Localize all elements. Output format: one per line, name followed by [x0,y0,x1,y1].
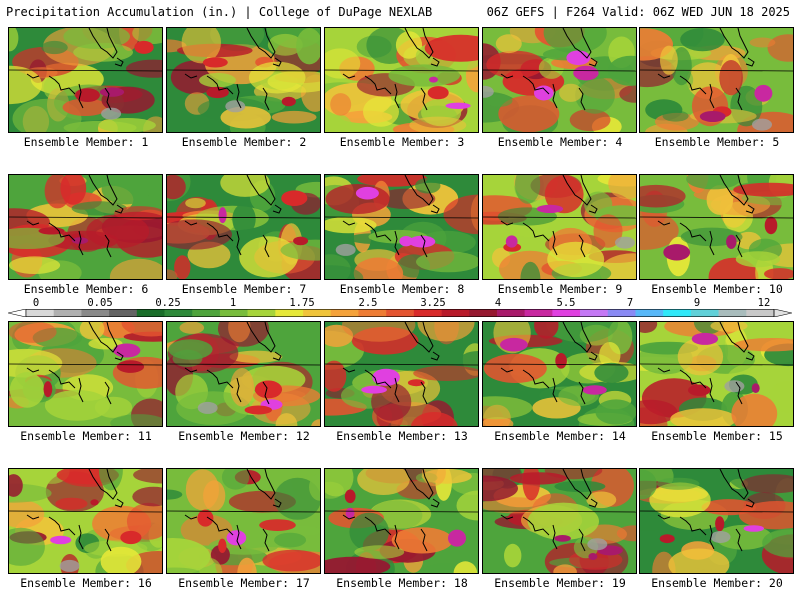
ensemble-member-label: Ensemble Member: 15 [651,429,783,443]
ensemble-member-map [8,321,163,427]
ensemble-member-label: Ensemble Member: 2 [181,135,307,149]
colorbar-swatch [358,309,387,317]
colorbar-min-arrow [8,309,27,317]
model-run-valid-time: 06Z GEFS | F264 Valid: 06Z WED JUN 18 20… [486,5,790,19]
ensemble-member-label: Ensemble Member: 20 [651,576,783,590]
colorbar-tick-label: 2.5 [358,297,378,309]
ensemble-member-label: Ensemble Member: 7 [181,282,307,296]
ensemble-member-label: Ensemble Member: 12 [178,429,310,443]
colorbar-swatch [524,309,553,317]
colorbar-swatch [718,309,747,317]
ensemble-member-map [166,27,321,133]
ensemble-member-label: Ensemble Member: 19 [494,576,626,590]
ensemble-member-label: Ensemble Member: 17 [178,576,310,590]
colorbar-swatch [164,309,193,317]
ensemble-member-map [639,468,794,574]
colorbar-swatch [496,309,525,317]
colorbar-tick-label: 4 [494,297,502,309]
colorbar-labels: 0 0.05 0.25 1 1.75 2.5 3.25 4 5.5 7 9 12 [0,297,800,309]
ensemble-member-map [639,321,794,427]
ensemble-member-map [324,27,479,133]
colorbar-tick-label: 3.25 [420,297,446,309]
ensemble-member-label: Ensemble Member: 11 [20,429,152,443]
ensemble-member-map [166,321,321,427]
colorbar-tick-label: 0 [32,297,40,309]
colorbar-swatch [386,309,415,317]
ensemble-member-map [482,27,637,133]
ensemble-member-map [8,174,163,280]
colorbar-swatch [275,309,304,317]
ensemble-member-map [8,468,163,574]
ensemble-member-label: Ensemble Member: 10 [651,282,783,296]
colorbar-swatch [690,309,719,317]
ensemble-member-map [324,468,479,574]
ensemble-member-label: Ensemble Member: 13 [336,429,468,443]
ensemble-member-label: Ensemble Member: 8 [339,282,465,296]
colorbar-swatch [53,309,82,317]
colorbar-swatch [607,309,636,317]
ensemble-member-map [166,174,321,280]
colorbar-swatch [635,309,664,317]
ensemble-member-label: Ensemble Member: 9 [497,282,623,296]
colorbar-swatch [136,309,165,317]
colorbar-max-arrow [773,309,792,317]
colorbar-swatch [663,309,692,317]
ensemble-member-map [482,321,637,427]
colorbar-tick-label: 7 [626,297,634,309]
ensemble-member-map [8,27,163,133]
ensemble-member-label: Ensemble Member: 6 [23,282,149,296]
ensemble-member-map [166,468,321,574]
colorbar-swatch [552,309,581,317]
colorbar-swatch [26,309,54,317]
map-header-title: Precipitation Accumulation (in.) | Colle… [6,5,433,19]
colorbar-swatch [580,309,609,317]
ensemble-member-label: Ensemble Member: 18 [336,576,468,590]
precipitation-colorbar [8,309,792,317]
colorbar-tick-label: 9 [693,297,701,309]
ensemble-member-map [482,174,637,280]
ensemble-member-label: Ensemble Member: 3 [339,135,465,149]
colorbar-swatch [469,309,498,317]
colorbar-swatch [746,309,775,317]
colorbar-swatch [81,309,110,317]
colorbar-tick-label: 1 [229,297,237,309]
colorbar-tick-label: 0.25 [155,297,181,309]
ensemble-member-label: Ensemble Member: 4 [497,135,623,149]
colorbar-tick-label: 5.5 [556,297,576,309]
ensemble-member-label: Ensemble Member: 1 [23,135,149,149]
colorbar-swatch [303,309,332,317]
colorbar-swatch [109,309,138,317]
colorbar-swatch [192,309,221,317]
ensemble-member-map [324,174,479,280]
ensemble-member-map [639,27,794,133]
colorbar-swatch [330,309,359,317]
ensemble-member-label: Ensemble Member: 16 [20,576,152,590]
colorbar-tick-label: 12 [757,297,771,309]
colorbar-tick-label: 1.75 [289,297,315,309]
ensemble-member-map [324,321,479,427]
colorbar-swatch [441,309,470,317]
colorbar-swatch [413,309,442,317]
colorbar-tick-label: 0.05 [87,297,113,309]
colorbar-swatch [219,309,248,317]
ensemble-member-map [639,174,794,280]
ensemble-member-label: Ensemble Member: 5 [654,135,780,149]
ensemble-member-map [482,468,637,574]
ensemble-member-label: Ensemble Member: 14 [494,429,626,443]
colorbar-swatch [247,309,276,317]
